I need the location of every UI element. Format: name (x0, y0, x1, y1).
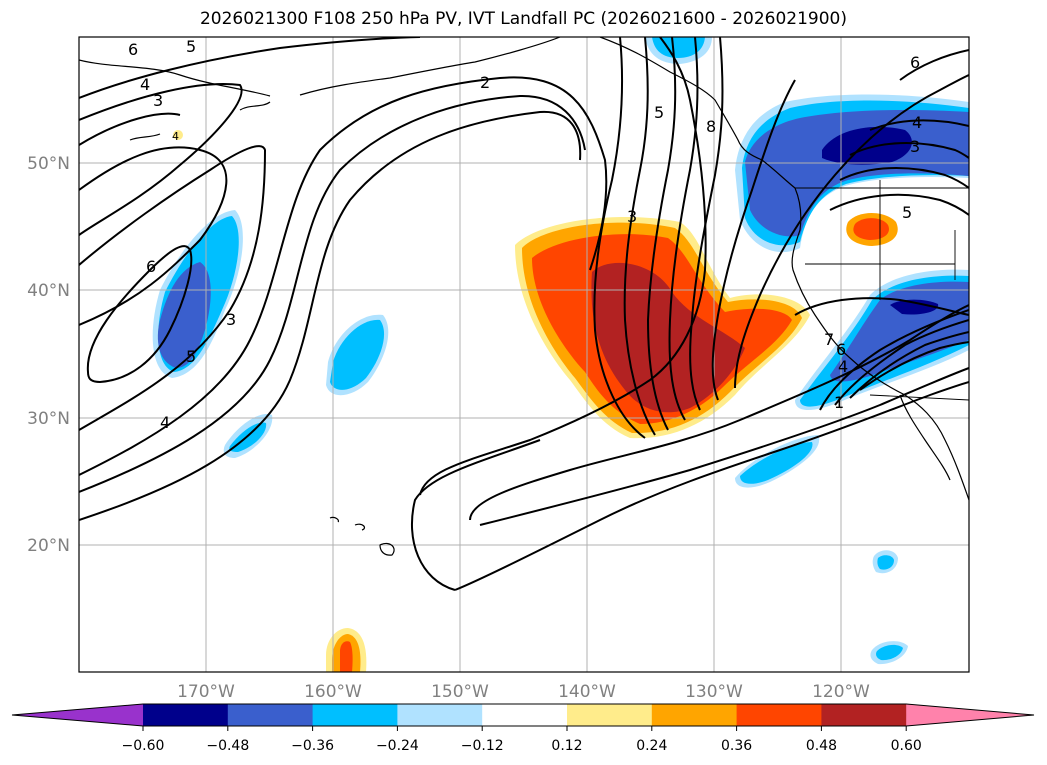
colorbar-segment (821, 704, 907, 726)
lon-label-120w: 120°W (812, 682, 870, 702)
contour-label: 6 (836, 340, 846, 359)
map-title: 2026021300 F108 250 hPa PV, IVT Landfall… (199, 9, 847, 29)
contour-label: 5 (654, 103, 664, 122)
colorbar-segment (567, 704, 653, 726)
pv-contours (79, 37, 969, 591)
colorbar-tick-label: 0.60 (891, 738, 922, 754)
positive-anomaly-small-north-core (853, 218, 889, 240)
colorbar-tick-label: −0.48 (206, 738, 249, 754)
contour-label: 7 (824, 330, 834, 349)
lat-label-40n: 40°N (27, 281, 70, 301)
lon-label-130w: 130°W (685, 682, 743, 702)
colorbar-segment (227, 704, 314, 726)
contour-label: 5 (902, 203, 912, 222)
colorbar-tick-label: 0.12 (551, 738, 582, 754)
positive-anomaly-dot (173, 130, 183, 140)
contour-label: 4 (912, 113, 922, 132)
lat-label-50n: 50°N (27, 154, 70, 174)
lat-label-20n: 20°N (27, 536, 70, 556)
negative-anomaly-dot-2-core (876, 644, 903, 661)
colorbar-segment (736, 704, 822, 726)
colorbar-ticks: −0.60 −0.48 −0.36 −0.24 −0.12 0.12 0.24 0.36 0.4… (122, 726, 922, 754)
contour-label: 4 (172, 130, 179, 143)
colorbar-segment (143, 704, 229, 726)
colorbar-tick-label: 0.48 (806, 738, 837, 754)
contour-label: 2 (480, 73, 490, 92)
colorbar-tick-label: 0.24 (636, 738, 667, 754)
negative-anomaly-west-036 (157, 262, 211, 368)
lon-label-160w: 160°W (304, 682, 362, 702)
contour-label: 3 (627, 207, 637, 226)
colorbar-segment (312, 704, 398, 726)
colorbar-tick-label: −0.12 (461, 738, 504, 754)
contour-label: 6 (146, 257, 156, 276)
negative-anomaly-sw-core (740, 442, 813, 484)
colorbar-extend-high (906, 704, 1034, 726)
contour-label: 6 (910, 53, 920, 72)
contour-labels: 6 5 4 3 2 6 3 5 4 3 5 8 6 4 3 7 6 4 1 5 … (128, 37, 922, 432)
positive-anomaly-048 (591, 262, 745, 413)
colorbar-tick-label: −0.24 (376, 738, 419, 754)
lon-label-150w: 150°W (431, 682, 489, 702)
negative-anomaly-mid-024 (330, 319, 385, 390)
lat-label-30n: 30°N (27, 409, 70, 429)
negative-anomaly-alaska-core (652, 37, 705, 58)
contour-label: 5 (186, 347, 196, 366)
colorbar-tick-label: −0.36 (291, 738, 334, 754)
colorbar (11, 703, 1035, 727)
colorbar-tick-label: 0.36 (721, 738, 752, 754)
contour-label: 5 (186, 37, 196, 56)
negative-anomaly-se-048 (890, 299, 939, 315)
contour-label: 4 (160, 413, 170, 432)
contour-label: 3 (153, 91, 163, 110)
latitude-labels: 50°N 40°N 30°N 20°N (27, 154, 70, 556)
negative-anomaly-dot-1-core (877, 555, 894, 570)
colorbar-extend-low (12, 704, 143, 726)
contour-label: 1 (834, 393, 844, 412)
colorbar-segment (482, 704, 568, 726)
map-area (79, 37, 969, 672)
colorbar-segment (651, 704, 738, 726)
negative-anomaly-ne-048 (822, 126, 912, 165)
contour-label: 3 (910, 137, 920, 156)
contour-label: 6 (128, 40, 138, 59)
lon-label-170w: 170°W (177, 682, 235, 702)
contour-label: 4 (838, 357, 848, 376)
positive-anomaly-small-south-core (340, 641, 353, 672)
map-frame (78, 36, 970, 673)
colorbar-tick-label: −0.60 (122, 738, 165, 754)
contour-label: 3 (226, 310, 236, 329)
contour-label: 4 (140, 75, 150, 94)
lon-label-140w: 140°W (558, 682, 616, 702)
longitude-labels: 170°W 160°W 150°W 140°W 130°W 120°W (177, 682, 870, 702)
contour-label: 8 (706, 117, 716, 136)
colorbar-segment (397, 704, 483, 726)
